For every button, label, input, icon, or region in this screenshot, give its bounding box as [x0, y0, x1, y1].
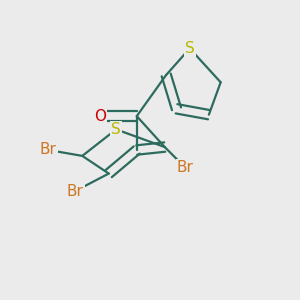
Text: Br: Br — [40, 142, 57, 158]
Text: Br: Br — [67, 184, 83, 199]
Text: S: S — [185, 41, 195, 56]
Text: O: O — [94, 109, 106, 124]
Text: Br: Br — [177, 160, 194, 175]
Text: S: S — [111, 122, 121, 137]
